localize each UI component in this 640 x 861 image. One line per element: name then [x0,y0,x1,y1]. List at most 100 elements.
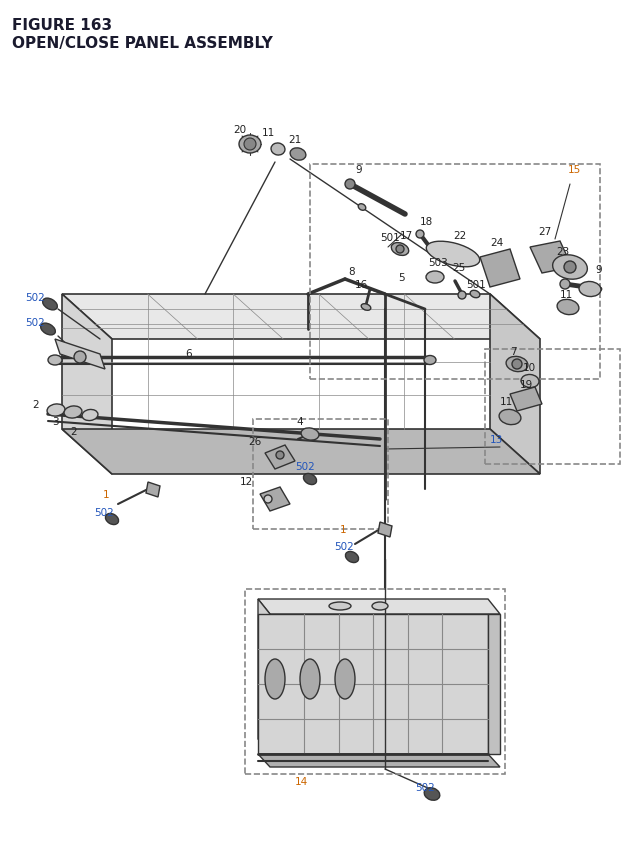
Ellipse shape [499,410,521,425]
Ellipse shape [64,406,82,418]
Polygon shape [258,614,488,754]
Circle shape [244,139,256,151]
Ellipse shape [470,291,480,299]
Ellipse shape [579,282,601,297]
Bar [310,164,600,380]
Circle shape [560,280,570,289]
Ellipse shape [553,256,588,280]
Circle shape [276,451,284,460]
Polygon shape [258,599,500,614]
Ellipse shape [557,300,579,315]
Ellipse shape [43,299,58,311]
Text: 23: 23 [556,247,569,257]
Text: 2: 2 [32,400,38,410]
Ellipse shape [82,410,98,421]
Text: 11: 11 [500,397,513,406]
Circle shape [458,292,466,300]
Circle shape [264,495,272,504]
Text: 503: 503 [428,257,448,268]
Text: 27: 27 [538,226,551,237]
Text: 8: 8 [348,267,355,276]
Ellipse shape [335,660,355,699]
Text: 9: 9 [355,164,362,175]
Text: 1: 1 [103,489,109,499]
Ellipse shape [346,552,358,563]
Text: 7: 7 [510,347,516,356]
Ellipse shape [521,375,539,388]
Polygon shape [378,523,392,537]
Ellipse shape [47,405,65,417]
Text: 3: 3 [52,417,59,426]
Text: 502: 502 [295,461,315,472]
Polygon shape [258,754,500,767]
Ellipse shape [48,356,62,366]
Ellipse shape [329,603,351,610]
Text: 502: 502 [25,293,45,303]
Text: 502: 502 [334,542,354,551]
Polygon shape [488,614,500,754]
Ellipse shape [391,244,409,256]
Polygon shape [490,294,540,474]
Text: 17: 17 [400,231,413,241]
Text: 2: 2 [70,426,77,437]
Ellipse shape [301,429,319,441]
Polygon shape [55,339,105,369]
Text: 16: 16 [355,280,368,289]
Text: 25: 25 [452,263,465,273]
Ellipse shape [239,136,261,154]
Polygon shape [480,250,520,288]
Text: 11: 11 [262,127,275,138]
Text: 26: 26 [248,437,261,447]
Text: 14: 14 [295,776,308,786]
Ellipse shape [300,660,320,699]
Ellipse shape [372,603,388,610]
Text: 11: 11 [560,289,573,300]
Text: 18: 18 [420,217,433,226]
Polygon shape [265,445,295,469]
Ellipse shape [506,357,528,372]
Ellipse shape [426,272,444,283]
Text: OPEN/CLOSE PANEL ASSEMBLY: OPEN/CLOSE PANEL ASSEMBLY [12,36,273,51]
Text: 13: 13 [490,435,503,444]
Text: 501: 501 [380,232,400,243]
Bar [485,350,620,464]
Ellipse shape [271,144,285,156]
Ellipse shape [265,660,285,699]
Text: 502: 502 [94,507,114,517]
Ellipse shape [40,324,56,336]
Ellipse shape [303,474,317,485]
Text: 9: 9 [595,264,602,275]
Text: 10: 10 [523,362,536,373]
Text: 19: 19 [520,380,533,389]
Text: 1: 1 [340,524,347,535]
Polygon shape [510,387,542,412]
Text: 502: 502 [415,782,435,792]
Text: 21: 21 [288,135,301,145]
Bar [253,419,388,530]
Circle shape [396,245,404,254]
Ellipse shape [358,204,366,211]
Text: 15: 15 [568,164,581,175]
Ellipse shape [290,149,306,161]
Polygon shape [62,430,540,474]
Bar [245,589,505,774]
Text: 24: 24 [490,238,503,248]
Text: 12: 12 [240,476,253,486]
Ellipse shape [361,304,371,311]
Circle shape [74,351,86,363]
Text: 22: 22 [453,231,467,241]
Polygon shape [258,599,270,754]
Ellipse shape [424,356,436,365]
Polygon shape [146,482,160,498]
Text: FIGURE 163: FIGURE 163 [12,18,112,33]
Polygon shape [530,242,572,274]
Polygon shape [260,487,290,511]
Ellipse shape [106,514,118,525]
Ellipse shape [424,788,440,801]
Text: 4: 4 [296,417,303,426]
Text: 502: 502 [25,318,45,328]
Text: 5: 5 [398,273,404,282]
Circle shape [564,262,576,274]
Polygon shape [62,294,112,474]
Circle shape [512,360,522,369]
